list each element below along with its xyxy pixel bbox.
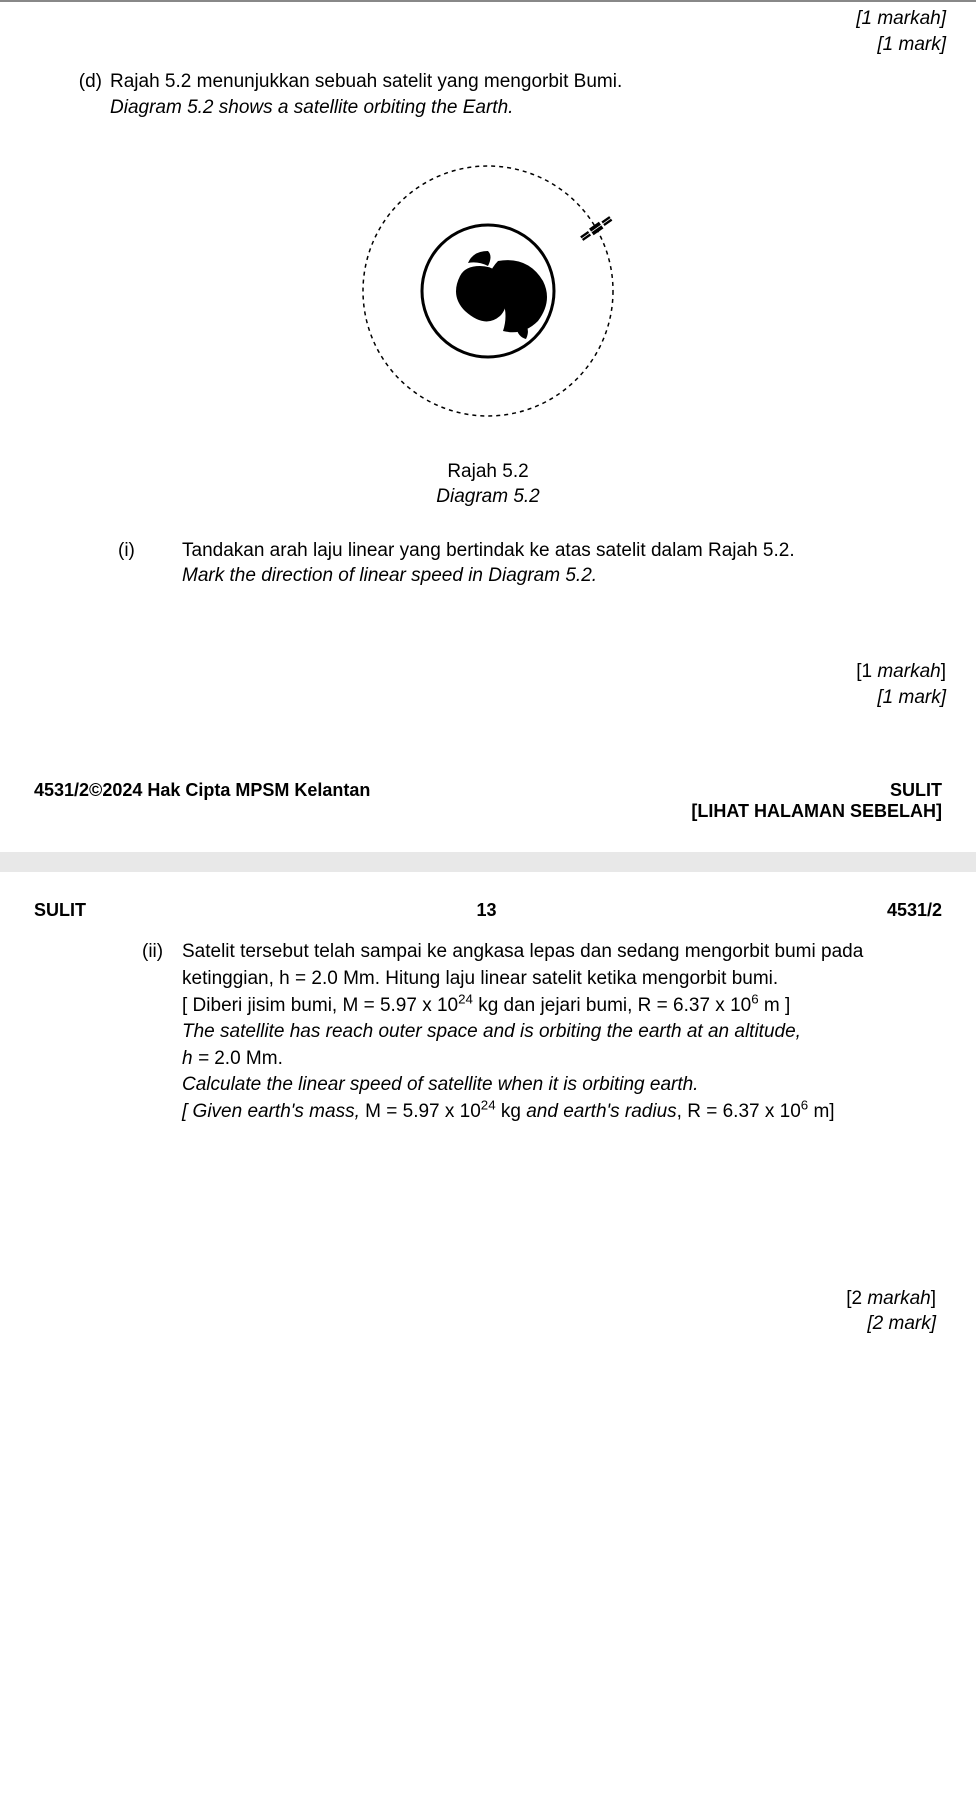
diagram-caption-en: Diagram 5.2 <box>30 484 946 510</box>
question-d-i-body: Tandakan arah laju linear yang bertindak… <box>182 538 946 589</box>
question-d-ii: (ii) Satelit tersebut telah sampai ke an… <box>30 939 946 1125</box>
question-d-en: Diagram 5.2 shows a satellite orbiting t… <box>110 95 946 121</box>
answer-space <box>30 1337 946 1787</box>
footer-right: SULIT [LIHAT HALAMAN SEBELAH] <box>691 780 942 822</box>
question-d-i-label: (i) <box>30 538 182 589</box>
diagram-caption-ms: Rajah 5.2 <box>30 459 946 485</box>
marks-i-en: [1 mark] <box>30 685 946 711</box>
top-marks-en: [1 mark] <box>30 32 946 58</box>
header-center: 13 <box>86 900 887 921</box>
question-d-label: (d) <box>30 69 110 120</box>
footer-turn-page: [LIHAT HALAMAN SEBELAH] <box>691 801 942 822</box>
qii-ms-line3: [ Diberi jisim bumi, M = 5.97 x 1024 kg … <box>182 993 936 1020</box>
qii-en-line2: h = 2.0 Mm. <box>182 1046 936 1073</box>
question-d-body: Rajah 5.2 menunjukkan sebuah satelit yan… <box>110 69 946 120</box>
top-marks: [1 markah] [1 mark] <box>30 6 946 57</box>
header-right: 4531/2 <box>887 900 942 921</box>
marks-ii-en: [2 mark] <box>30 1311 936 1337</box>
satellite-icon <box>579 214 613 241</box>
footer-sulit: SULIT <box>691 780 942 801</box>
question-d-i-ms: Tandakan arah laju linear yang bertindak… <box>182 538 936 564</box>
qii-en-line4: [ Given earth's mass, M = 5.97 x 1024 kg… <box>182 1099 936 1126</box>
marks-ii: [2 markah] [2 mark] <box>30 1286 946 1337</box>
qii-ms-line2: ketinggian, h = 2.0 Mm. Hitung laju line… <box>182 966 936 993</box>
question-d-ms: Rajah 5.2 menunjukkan sebuah satelit yan… <box>110 69 946 95</box>
page2-header: SULIT 13 4531/2 <box>30 872 946 939</box>
exam-page-2: SULIT 13 4531/2 (ii) Satelit tersebut te… <box>0 872 976 1816</box>
top-marks-ms: [1 markah] <box>30 6 946 32</box>
qii-en-line1: The satellite has reach outer space and … <box>182 1019 936 1046</box>
question-d-ii-label: (ii) <box>30 939 182 1125</box>
question-d-i: (i) Tandakan arah laju linear yang berti… <box>30 538 946 589</box>
footer-left: 4531/2©2024 Hak Cipta MPSM Kelantan <box>34 780 370 801</box>
header-left: SULIT <box>34 900 86 921</box>
page-gap <box>0 852 976 872</box>
qii-ms-line1: Satelit tersebut telah sampai ke angkasa… <box>182 939 936 966</box>
question-d-ii-body: Satelit tersebut telah sampai ke angkasa… <box>182 939 946 1125</box>
diagram-caption: Rajah 5.2 Diagram 5.2 <box>30 459 946 510</box>
marks-i-ms: [1 markah] <box>30 659 946 685</box>
question-d: (d) Rajah 5.2 menunjukkan sebuah satelit… <box>30 69 946 120</box>
orbit-diagram-svg <box>348 151 628 431</box>
qii-en-line3: Calculate the linear speed of satellite … <box>182 1072 936 1099</box>
question-d-i-en: Mark the direction of linear speed in Di… <box>182 563 936 589</box>
exam-page-1: [1 markah] [1 mark] (d) Rajah 5.2 menunj… <box>0 0 976 852</box>
page1-footer: 4531/2©2024 Hak Cipta MPSM Kelantan SULI… <box>30 780 946 822</box>
diagram-5-2: Rajah 5.2 Diagram 5.2 <box>30 151 946 510</box>
marks-i: [1 markah] [1 mark] <box>30 659 946 710</box>
marks-ii-ms: [2 markah] <box>30 1286 936 1312</box>
